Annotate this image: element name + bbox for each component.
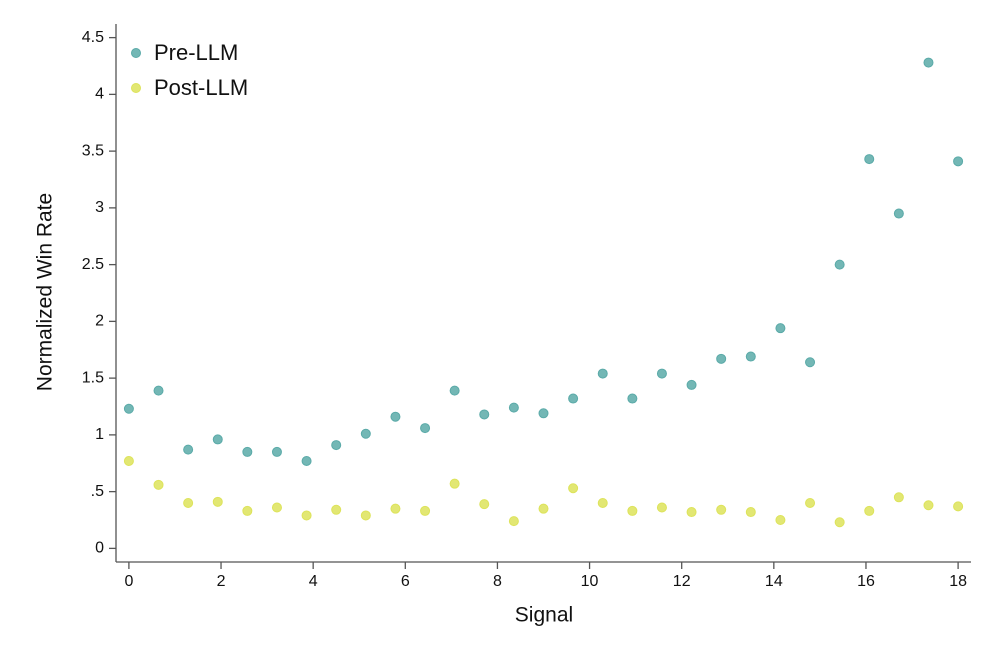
legend-marker bbox=[131, 83, 141, 93]
point bbox=[745, 507, 756, 518]
y-tick-label: .5 bbox=[91, 483, 104, 500]
point bbox=[420, 505, 431, 516]
point bbox=[449, 385, 460, 396]
x-tick-label: 4 bbox=[309, 573, 318, 590]
point bbox=[805, 357, 816, 368]
point bbox=[893, 208, 904, 219]
point bbox=[775, 323, 786, 334]
point bbox=[123, 455, 134, 466]
point bbox=[183, 497, 194, 508]
point bbox=[212, 496, 223, 507]
point bbox=[390, 503, 401, 514]
y-tick-label: 1 bbox=[95, 426, 104, 443]
x-tick-label: 14 bbox=[765, 573, 783, 590]
y-tick-label: 0 bbox=[95, 540, 104, 557]
point bbox=[745, 351, 756, 362]
point bbox=[212, 434, 223, 445]
point bbox=[242, 446, 253, 457]
point bbox=[301, 455, 312, 466]
point bbox=[153, 385, 164, 396]
legend-marker bbox=[131, 48, 141, 58]
point bbox=[420, 423, 431, 434]
point bbox=[538, 503, 549, 514]
y-tick-label: 4.5 bbox=[82, 29, 104, 46]
x-tick-label: 8 bbox=[493, 573, 502, 590]
point bbox=[627, 393, 638, 404]
point bbox=[686, 379, 697, 390]
point bbox=[716, 504, 727, 515]
point bbox=[953, 501, 964, 512]
x-tick-label: 18 bbox=[949, 573, 967, 590]
point bbox=[864, 505, 875, 516]
point bbox=[360, 428, 371, 439]
x-tick-label: 12 bbox=[673, 573, 691, 590]
point bbox=[597, 368, 608, 379]
y-tick-label: 2.5 bbox=[82, 256, 104, 273]
point bbox=[805, 497, 816, 508]
point bbox=[123, 403, 134, 414]
point bbox=[360, 510, 371, 521]
point bbox=[775, 515, 786, 526]
y-axis-label: Normalized Win Rate bbox=[34, 193, 57, 391]
y-tick-label: 1.5 bbox=[82, 369, 104, 386]
point bbox=[301, 510, 312, 521]
point bbox=[331, 504, 342, 515]
point bbox=[568, 483, 579, 494]
point bbox=[508, 402, 519, 413]
point bbox=[834, 259, 845, 270]
legend-label: Pre-LLM bbox=[154, 40, 238, 65]
point bbox=[834, 517, 845, 528]
point bbox=[923, 500, 934, 511]
point bbox=[271, 502, 282, 513]
point bbox=[627, 505, 638, 516]
point bbox=[449, 478, 460, 489]
point bbox=[242, 505, 253, 516]
y-tick-label: 2 bbox=[95, 313, 104, 330]
y-tick-label: 4 bbox=[95, 86, 104, 103]
legend-label: Post-LLM bbox=[154, 75, 248, 100]
point bbox=[390, 411, 401, 422]
point bbox=[923, 57, 934, 68]
x-tick-label: 2 bbox=[217, 573, 226, 590]
point bbox=[183, 444, 194, 455]
point bbox=[508, 516, 519, 527]
y-tick-label: 3 bbox=[95, 199, 104, 216]
point bbox=[686, 507, 697, 518]
x-tick-label: 0 bbox=[124, 573, 133, 590]
point bbox=[893, 492, 904, 503]
x-axis-label: Signal bbox=[515, 604, 573, 627]
point bbox=[479, 409, 490, 420]
x-tick-label: 10 bbox=[581, 573, 599, 590]
x-tick-label: 6 bbox=[401, 573, 410, 590]
point bbox=[597, 497, 608, 508]
point bbox=[716, 353, 727, 364]
point bbox=[271, 446, 282, 457]
point bbox=[953, 156, 964, 167]
point bbox=[479, 499, 490, 510]
point bbox=[568, 393, 579, 404]
point bbox=[331, 440, 342, 451]
point bbox=[153, 479, 164, 490]
x-tick-label: 16 bbox=[857, 573, 875, 590]
point bbox=[656, 368, 667, 379]
point bbox=[538, 408, 549, 419]
point bbox=[864, 154, 875, 165]
point bbox=[656, 502, 667, 513]
y-tick-label: 3.5 bbox=[82, 142, 104, 159]
